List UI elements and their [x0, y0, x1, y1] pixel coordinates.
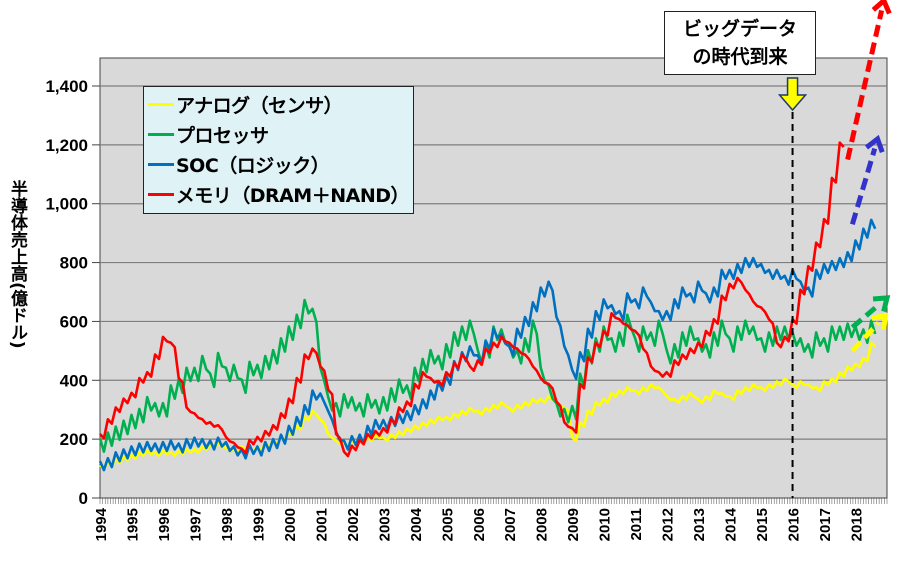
x-tick-label: 1997: [187, 508, 204, 541]
x-tick-label: 2001: [313, 508, 330, 541]
projection-dash: [845, 9, 885, 161]
legend-label-analog: アナログ（センサ）: [176, 94, 343, 117]
soc-projection-arrow: [849, 134, 885, 226]
x-tick-label: 2007: [502, 508, 519, 541]
x-tick-label: 2010: [597, 508, 614, 541]
y-axis-label: 半導体売上高(億ドル): [7, 180, 27, 349]
legend-label-processor: プロセッサ: [176, 124, 269, 147]
x-tick-label: 2006: [471, 508, 488, 541]
projection-arrows: [845, 0, 892, 353]
memory-projection-arrow: [845, 0, 892, 161]
projection-dash: [850, 321, 881, 353]
x-axis-minor-ticks: [92, 497, 888, 504]
arrowhead-icon: [864, 134, 885, 154]
x-tick-label: 2003: [376, 508, 393, 541]
legend-label-soc: SOC（ロジック）: [176, 154, 330, 177]
legend-item-soc: SOC（ロジック）: [148, 149, 409, 179]
arrowhead-icon: [871, 312, 889, 330]
x-tick-label: 2014: [723, 507, 740, 541]
x-tick-label: 2005: [439, 508, 456, 541]
y-tick-label: 0: [79, 489, 88, 508]
y-axis-ticks: 0 200 400 600 800 1,000 1,200 1,400: [45, 77, 100, 508]
y-tick-label: 1,400: [45, 77, 88, 96]
yellow-down-arrow-icon: [777, 77, 808, 112]
processor-projection-arrow: [850, 295, 891, 330]
projection-dash: [850, 302, 881, 330]
x-tick-label: 2011: [628, 508, 645, 541]
analog-projection-arrow: [850, 312, 889, 353]
y-tick-label: 800: [60, 254, 88, 273]
x-tick-label: 2013: [691, 508, 708, 541]
legend-swatch-analog: [148, 102, 174, 106]
series-soc: [98, 218, 877, 472]
x-tick-label: 2018: [849, 508, 866, 541]
x-tick-label: 2008: [534, 508, 551, 541]
y-tick-label: 600: [60, 312, 88, 331]
arrowhead-icon: [872, 295, 891, 313]
x-tick-label: 2016: [786, 508, 803, 541]
x-tick-label: 1998: [219, 508, 236, 541]
x-tick-label: 2012: [660, 508, 677, 541]
x-tick-label: 2017: [817, 508, 834, 541]
x-tick-label: 2002: [345, 508, 362, 541]
legend-item-analog: アナログ（センサ）: [148, 89, 409, 119]
legend-item-processor: プロセッサ: [148, 119, 409, 149]
series-memory: [99, 141, 845, 458]
callout-line2: の時代到来: [692, 46, 788, 68]
x-tick-label: 1995: [124, 508, 141, 541]
x-tick-label: 2000: [282, 508, 299, 541]
x-tick-label: 1994: [93, 507, 110, 541]
x-tick-label: 1996: [156, 508, 173, 541]
legend: アナログ（センサ） プロセッサ SOC（ロジック） メモリ（DRAM＋NAND）: [143, 86, 414, 214]
y-tick-label: 200: [60, 430, 88, 449]
legend-swatch-soc: [148, 162, 174, 166]
callout-line1: ビッグデータ: [682, 18, 797, 40]
x-tick-label: 2004: [408, 507, 425, 541]
series-lines: [98, 141, 877, 472]
x-tick-label: 2009: [565, 508, 582, 541]
big-data-marker: [777, 77, 808, 498]
projection-dash: [849, 147, 878, 226]
x-tick-label: 1999: [250, 508, 267, 541]
y-tick-label: 1,200: [45, 136, 88, 155]
legend-item-memory: メモリ（DRAM＋NAND）: [148, 179, 410, 209]
x-tick-label: 2015: [754, 508, 771, 541]
y-tick-label: 400: [60, 371, 88, 390]
x-axis-ticks: 1994 1995 1996 1997 1998 1999 2000 2001 2002 2003…: [93, 507, 866, 541]
big-data-callout: ビッグデータ の時代到来: [664, 11, 816, 75]
legend-swatch-processor: [148, 132, 174, 136]
legend-label-memory: メモリ（DRAM＋NAND）: [175, 184, 410, 207]
y-tick-label: 1,000: [45, 195, 88, 214]
arrowhead-icon: [871, 0, 892, 15]
legend-swatch-memory: [148, 192, 174, 196]
